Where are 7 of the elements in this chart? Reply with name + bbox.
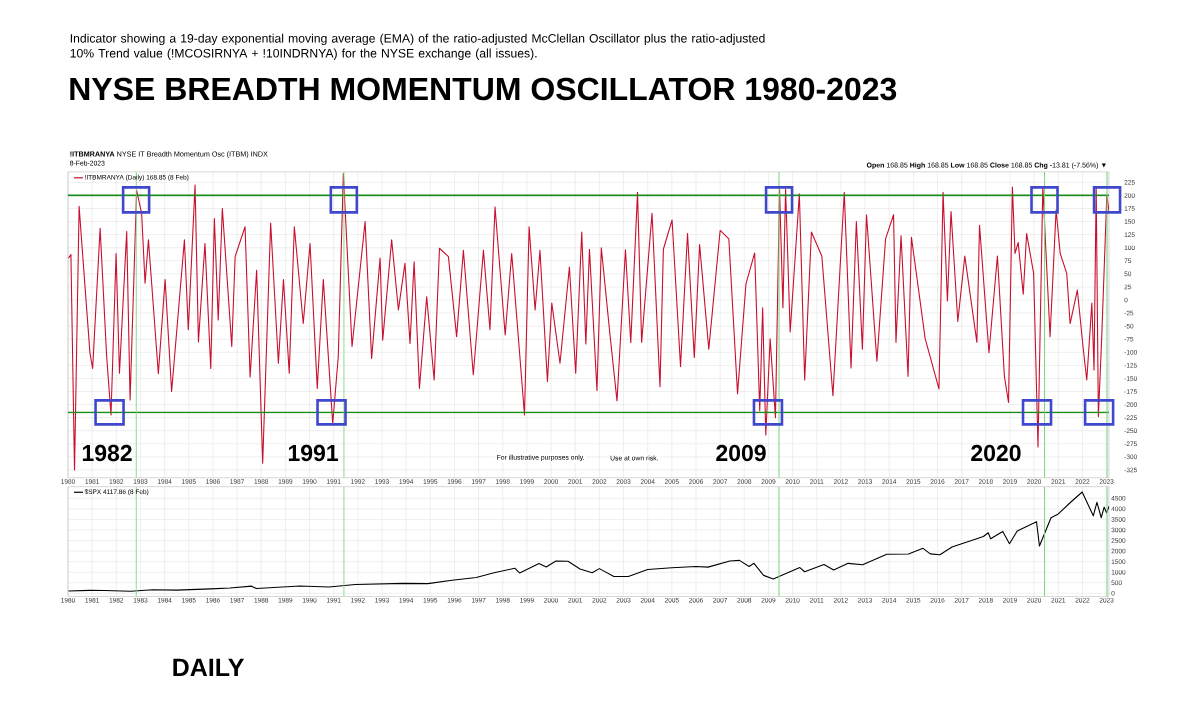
chart-title: NYSE BREADTH MOMENTUM OSCILLATOR 1980-2023 bbox=[70, 77, 897, 101]
annotation: 1982 bbox=[82, 444, 132, 462]
annotation: 1991 bbox=[288, 444, 338, 462]
annotation: 2020 bbox=[971, 444, 1021, 462]
text: DAILY bbox=[173, 658, 245, 676]
text: Indicator showing a 19-day exponential moving average (EMA) of the ratio-adjusted McClellan Oscillator plus the ratio-adjusted 10% Trend value (!MCOSIRNYA + !10INDRNYA) for the NYSE exchange (all issues). bbox=[70, 33, 765, 60]
annotation: 2009 bbox=[716, 444, 766, 462]
